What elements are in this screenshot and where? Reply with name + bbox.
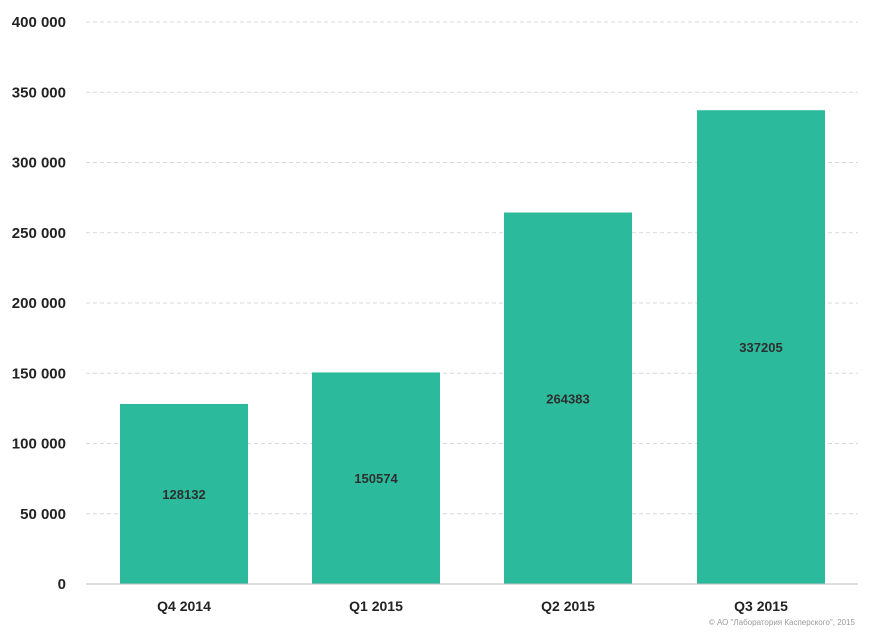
bar-value-label: 264383: [546, 391, 589, 406]
y-tick-label: 400 000: [12, 14, 66, 31]
y-tick-label: 0: [58, 576, 66, 593]
bar: [697, 110, 825, 584]
value-labels: 128132 150574 264383 337205: [162, 340, 782, 502]
bar: [504, 212, 632, 585]
bar: [120, 403, 248, 584]
x-tick-label: Q2 2015: [541, 598, 595, 614]
copyright-notice: © АО "Лаборатория Касперского", 2015: [708, 618, 855, 627]
bar-value-label: 150574: [354, 471, 398, 486]
bars: [120, 110, 825, 585]
y-tick-label: 300 000: [12, 155, 66, 172]
y-tick-label: 200 000: [12, 295, 66, 312]
x-tick-label: Q3 2015: [734, 598, 788, 614]
y-tick-label: 150 000: [12, 365, 66, 382]
y-axis-tick-labels: 0 50 000 100 000 150 000 200 000 250 000 300 0…: [12, 14, 66, 593]
x-tick-label: Q1 2015: [349, 598, 403, 614]
x-tick-label: Q4 2014: [157, 598, 211, 614]
bar-value-label: 128132: [162, 487, 205, 502]
bar-value-label: 337205: [739, 340, 782, 355]
bar: [312, 372, 440, 584]
x-axis: Q4 2014 Q1 2015 Q2 2015 Q3 2015: [86, 583, 858, 614]
y-tick-label: 350 000: [12, 84, 66, 101]
y-tick-label: 50 000: [20, 506, 66, 523]
y-tick-label: 250 000: [12, 225, 66, 242]
y-tick-label: 100 000: [12, 436, 66, 453]
